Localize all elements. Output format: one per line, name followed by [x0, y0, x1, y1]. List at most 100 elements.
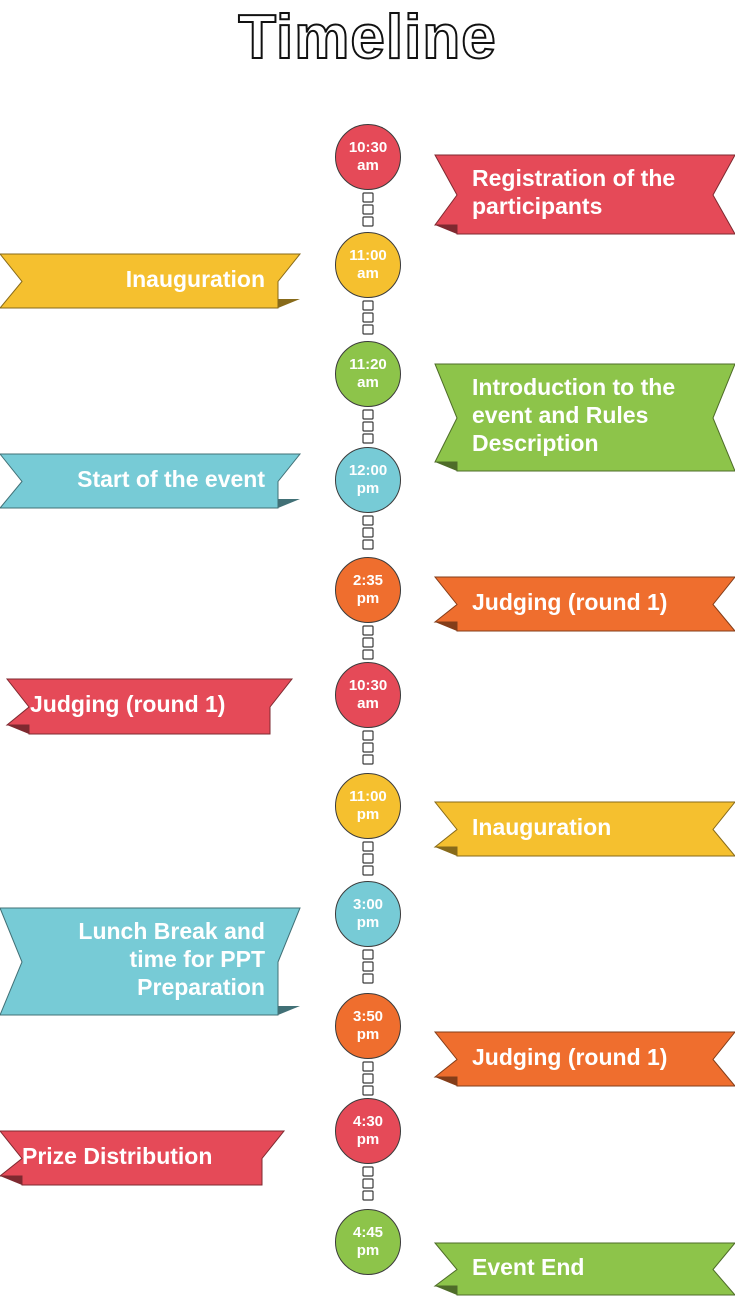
ribbon-shape [433, 801, 735, 857]
time-circle: 3:50 pm [335, 993, 401, 1059]
chain-link [362, 324, 374, 335]
time-circle: 11:20 am [335, 341, 401, 407]
time-circle: 2:35 pm [335, 557, 401, 623]
time-text: am [357, 695, 379, 712]
ribbon-shape [0, 1130, 286, 1186]
event-label: Registration of the participants [472, 155, 722, 229]
event-text-line: Registration of the [472, 165, 676, 191]
chain-link [362, 527, 374, 538]
time-text: 2:35 [352, 572, 384, 589]
event-banner: Registration of the participants [434, 154, 735, 235]
event-banner: Lunch Break and time for PPT Preparation [0, 907, 301, 1016]
event-text-line: Judging (round 1) [30, 691, 226, 717]
event-text-line: Prize Distribution [22, 1142, 213, 1169]
chain-link [362, 730, 374, 741]
chain-link [362, 300, 374, 311]
time-circle: 11:00 am [335, 232, 401, 298]
event-text-line: Start of the event [77, 465, 265, 492]
event-label: Event End [472, 1243, 722, 1290]
time-text: 10:30 [348, 139, 388, 156]
chain-link [362, 754, 374, 765]
event-banner: Prize Distribution [0, 1130, 286, 1186]
time-text: 11:20 [349, 356, 387, 373]
event-banner: Start of the event [0, 453, 302, 509]
time-text: pm [356, 1131, 380, 1148]
event-text-line: Lunch Break and [78, 918, 265, 944]
chain-link [362, 841, 374, 852]
time-text: pm [356, 806, 380, 823]
event-label: Introduction to the event and Rules Descri… [472, 364, 722, 466]
ribbon-shape [433, 1031, 735, 1087]
time-text: pm [356, 590, 380, 607]
time-text: am [357, 265, 379, 282]
event-text-line: event and Rules [472, 402, 649, 428]
event-text-line: Event End [472, 1253, 585, 1280]
chain-link [362, 853, 374, 864]
event-label: Prize Distribution [22, 1131, 252, 1180]
time-circle: 10:30 am [335, 662, 401, 728]
chain-link [362, 421, 374, 432]
event-text-line: Description [472, 430, 599, 456]
event-text-line: Judging (round 1) [472, 588, 668, 615]
event-banner: Introduction to the event and Rules Descri… [434, 363, 735, 472]
time-circle: 4:45 pm [335, 1209, 401, 1275]
time-circle: 3:00 pm [335, 881, 401, 947]
chain-link [362, 1073, 374, 1084]
event-banner: Judging (round 1) [433, 1031, 735, 1087]
event-text-line: Inauguration [472, 813, 612, 840]
event-text-line: Introduction to the [472, 374, 676, 400]
event-banner: Inauguration [433, 801, 735, 857]
chain-link [362, 1190, 374, 1201]
chain-link [362, 973, 374, 984]
event-text-line: Judging (round 1) [472, 1043, 668, 1070]
time-text: 4:30 [352, 1113, 384, 1130]
event-banner: Inauguration [0, 253, 302, 309]
event-label: Judging (round 1) [472, 1032, 722, 1081]
chain-link [362, 637, 374, 648]
ribbon-shape [433, 1242, 735, 1296]
chain-link [362, 1178, 374, 1189]
time-circle: 11:00 pm [335, 773, 401, 839]
event-label: Lunch Break and time for PPT Preparation [20, 908, 265, 1010]
chain-link [362, 539, 374, 550]
time-text: am [357, 374, 379, 391]
time-circle: 4:30 pm [335, 1098, 401, 1164]
time-text: pm [356, 1026, 380, 1043]
chain-link [362, 1085, 374, 1096]
event-banner: Judging (round 1) [433, 576, 735, 632]
event-text-line: Preparation [137, 974, 265, 1000]
chain-link [362, 216, 374, 227]
time-text: 4:45 [352, 1224, 384, 1241]
chain-link [362, 742, 374, 753]
event-text-line: Inauguration [125, 265, 265, 292]
event-label: Judging (round 1) [30, 679, 260, 729]
event-text-line: time for PPT [129, 946, 265, 972]
ribbon-shape [0, 453, 302, 509]
chain-link [362, 409, 374, 420]
ribbon-shape [433, 576, 735, 632]
time-circle: 10:30 am [335, 124, 401, 190]
chain-link [362, 515, 374, 526]
chain-link [362, 625, 374, 636]
time-text: 11:00 [349, 788, 387, 805]
page-title: Timeline [237, 2, 497, 73]
chain-link [362, 949, 374, 960]
time-text: am [357, 157, 379, 174]
ribbon-shape [5, 678, 294, 735]
ribbon-shape [0, 253, 302, 309]
time-text: pm [356, 1242, 380, 1259]
time-text: 3:50 [352, 1008, 384, 1025]
event-label: Inauguration [20, 254, 265, 303]
chain-link [362, 961, 374, 972]
event-banner: Event End [433, 1242, 735, 1296]
ribbon-shape [434, 363, 735, 472]
time-text: 11:00 [349, 247, 387, 264]
time-text: pm [356, 480, 380, 497]
time-circle: 12:00 pm [335, 447, 401, 513]
event-text-line: participants [472, 193, 603, 219]
chain-link [362, 649, 374, 660]
time-text: pm [356, 914, 380, 931]
chain-link [362, 192, 374, 203]
time-text: 12:00 [348, 462, 388, 479]
